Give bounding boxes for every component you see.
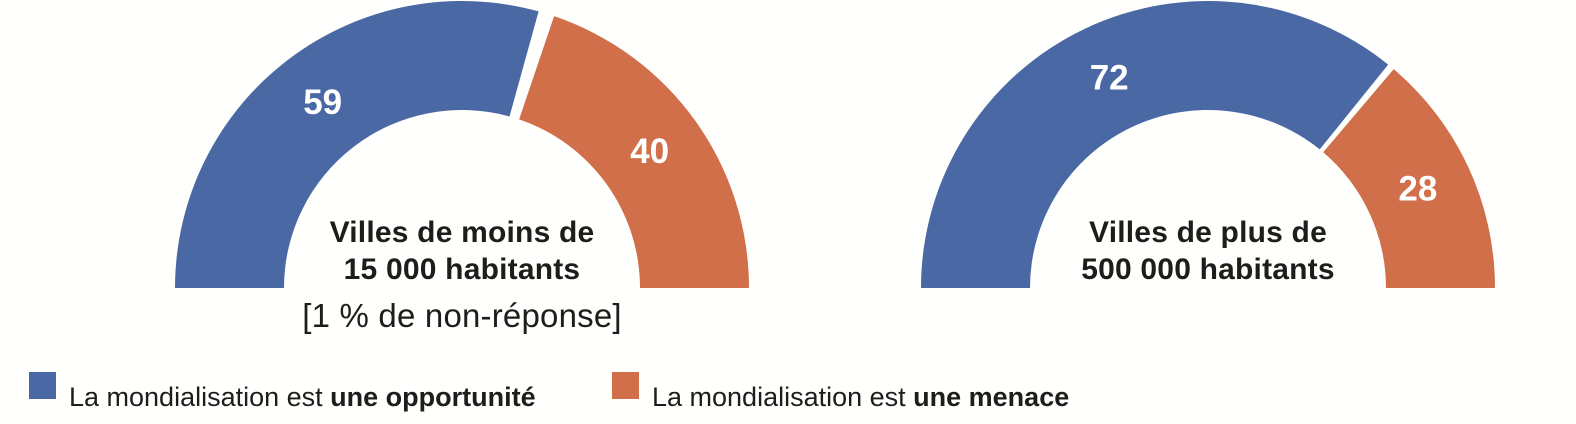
- gauge-segment-menace: [519, 16, 749, 289]
- legend-swatch-opportunity: [29, 372, 56, 399]
- legend-swatch-menace: [612, 372, 639, 399]
- legend-text-prefix: La mondialisation est: [69, 382, 331, 412]
- legend-text-prefix: La mondialisation est: [652, 382, 914, 412]
- chart-title-small-cities: Villes de moins de 15 000 habitants: [172, 214, 752, 288]
- segment-value-label: 40: [630, 132, 669, 171]
- legend-text-emphasis: une menace: [913, 382, 1070, 412]
- legend-label-menace: La mondialisation est une menace: [652, 384, 1069, 411]
- chart-title-line2: 15 000 habitants: [343, 253, 581, 286]
- gauge-chart-small-cities: 59 40 Villes de moins de 15 000 habitants…: [172, 0, 752, 334]
- gauge-segment-menace: [1323, 69, 1495, 289]
- chart-title-line2: 500 000 habitants: [1081, 253, 1335, 286]
- segment-value-label: 72: [1090, 59, 1129, 98]
- half-donut-chart-large-cities: 72 28: [921, 0, 1495, 289]
- gauge-segment-opportunity: [175, 0, 539, 288]
- chart-title-line1: Villes de moins de: [329, 216, 595, 249]
- chart-title-large-cities: Villes de plus de 500 000 habitants: [918, 214, 1498, 288]
- gauge-segment-opportunity: [921, 0, 1389, 289]
- legend-item-menace: La mondialisation est une menace: [612, 372, 1069, 411]
- non-response-note: [1 % de non-réponse]: [302, 297, 622, 334]
- legend-text-emphasis: une opportunité: [330, 382, 536, 412]
- legend-item-opportunity: La mondialisation est une opportunité: [29, 372, 536, 411]
- gauge-chart-large-cities: 72 28 Villes de plus de 500 000 habitants: [918, 0, 1498, 290]
- half-donut-chart-small-cities: 59 40: [175, 0, 749, 289]
- legend-label-opportunity: La mondialisation est une opportunité: [69, 384, 536, 411]
- segment-value-label: 28: [1398, 170, 1437, 209]
- chart-title-line1: Villes de plus de: [1089, 216, 1327, 249]
- segment-value-label: 59: [303, 83, 342, 122]
